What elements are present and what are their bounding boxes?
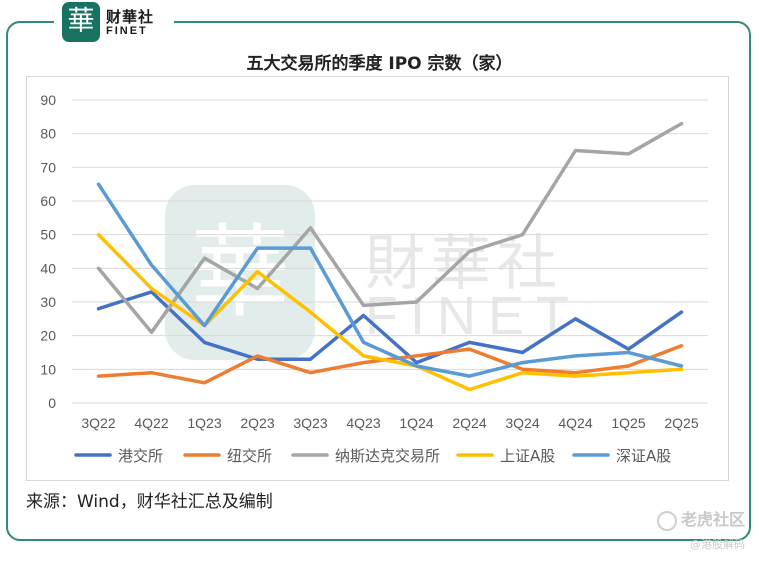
series-line-深证A股 xyxy=(96,182,684,378)
y-tick-label: 10 xyxy=(40,361,56,377)
series-line-纳斯达克交易所 xyxy=(96,121,684,335)
brand-name-cn: 财華社 xyxy=(106,8,155,26)
x-tick-label: 4Q22 xyxy=(134,415,168,431)
community-name: 老虎社区 xyxy=(680,510,745,529)
y-tick-label: 90 xyxy=(40,92,56,108)
x-tick-label: 1Q25 xyxy=(611,415,645,431)
chart-title: 五大交易所的季度 IPO 宗数（家） xyxy=(246,54,513,74)
y-tick-label: 0 xyxy=(48,395,56,411)
x-tick-label: 3Q24 xyxy=(505,415,539,431)
series-line-港交所 xyxy=(96,290,684,365)
x-tick-label: 4Q23 xyxy=(346,415,380,431)
community-watermark: 老虎社区 xyxy=(656,506,745,531)
x-tick-label: 3Q22 xyxy=(81,415,115,431)
y-tick-label: 40 xyxy=(40,260,56,276)
tiger-paw-icon xyxy=(656,510,677,531)
y-tick-label: 80 xyxy=(40,126,56,142)
legend-entry: 纽交所 xyxy=(227,447,272,465)
series-line-上证A股 xyxy=(96,232,684,392)
y-tick-label: 60 xyxy=(40,193,56,209)
card-frame xyxy=(6,21,751,541)
x-tick-label: 3Q23 xyxy=(293,415,327,431)
brand-name-en: FINET xyxy=(106,25,148,37)
x-tick-label: 1Q24 xyxy=(399,415,433,431)
series-line-纽交所 xyxy=(96,344,684,385)
legend-entry: 港交所 xyxy=(118,447,163,465)
x-tick-label: 2Q23 xyxy=(240,415,274,431)
brand-seal-icon: 華 xyxy=(62,2,100,42)
x-tick-label: 2Q25 xyxy=(664,415,698,431)
y-tick-label: 50 xyxy=(40,227,56,243)
author-handle: @港股解码 xyxy=(690,538,745,551)
y-tick-label: 30 xyxy=(40,294,56,310)
y-tick-label: 70 xyxy=(40,159,56,175)
source-note: 来源：Wind，财华社汇总及编制 xyxy=(26,492,273,512)
x-tick-label: 1Q23 xyxy=(187,415,221,431)
legend-entry: 纳斯达克交易所 xyxy=(335,447,440,465)
x-tick-label: 2Q24 xyxy=(452,415,486,431)
y-tick-label: 20 xyxy=(40,328,56,344)
legend-entry: 深证A股 xyxy=(616,447,671,465)
chart-area xyxy=(26,76,729,481)
legend-entry: 上证A股 xyxy=(500,447,555,465)
x-tick-label: 4Q24 xyxy=(558,415,592,431)
